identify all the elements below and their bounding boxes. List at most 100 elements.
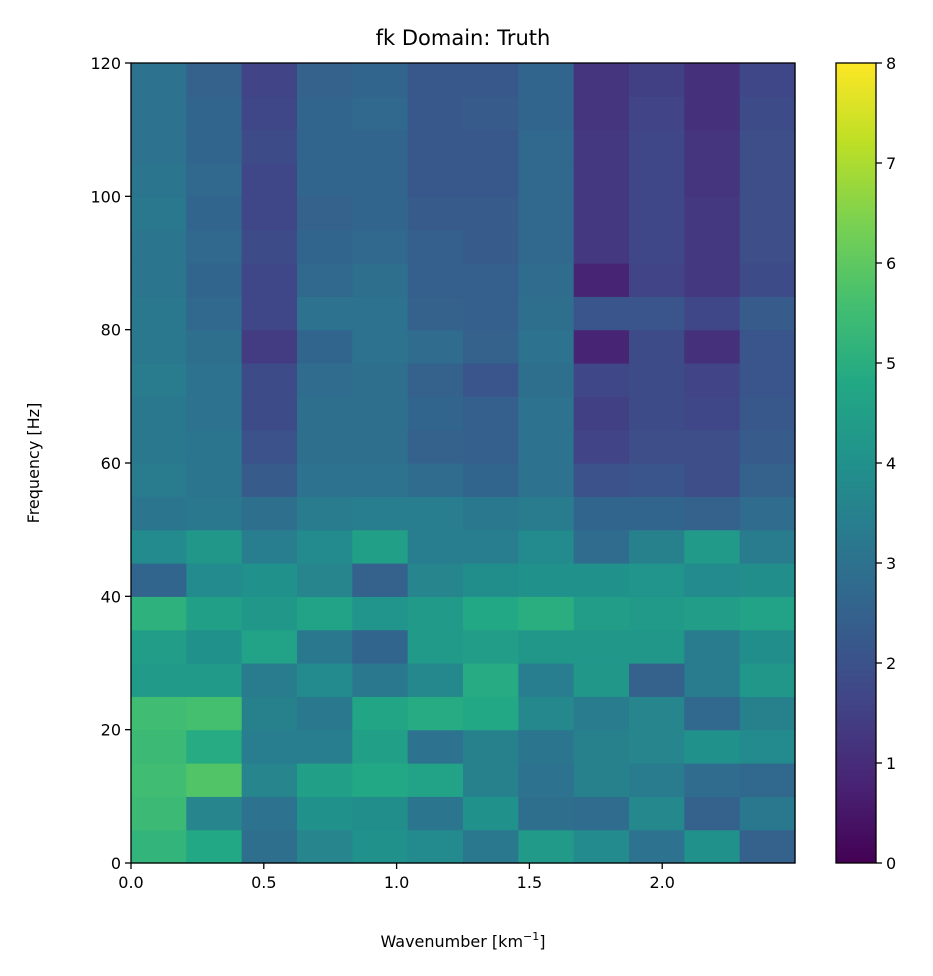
heatmap-cell bbox=[352, 729, 409, 764]
heatmap-cell bbox=[518, 596, 575, 631]
heatmap-cell bbox=[352, 263, 409, 297]
heatmap-cell bbox=[739, 629, 796, 664]
heatmap-cell bbox=[739, 263, 796, 297]
heatmap-cell bbox=[518, 363, 575, 397]
heatmap-cell bbox=[463, 129, 519, 164]
heatmap-cell bbox=[573, 229, 630, 264]
heatmap-cell bbox=[739, 696, 796, 731]
colorbar-tick-label: 4 bbox=[886, 454, 896, 473]
heatmap-cell bbox=[352, 196, 409, 231]
heatmap-cell bbox=[297, 729, 353, 764]
heatmap-cell bbox=[352, 829, 409, 864]
heatmap-cell bbox=[407, 63, 464, 97]
heatmap-cell bbox=[407, 529, 464, 564]
heatmap-cell bbox=[463, 296, 519, 331]
heatmap-cell bbox=[407, 429, 464, 464]
heatmap-cell bbox=[629, 463, 685, 497]
heatmap-cell bbox=[241, 163, 298, 197]
heatmap-cell bbox=[463, 663, 519, 697]
heatmap-cell bbox=[241, 729, 298, 764]
heatmap-cell bbox=[407, 229, 464, 264]
heatmap-cell bbox=[131, 363, 187, 397]
heatmap-cell bbox=[739, 163, 796, 197]
heatmap-cell bbox=[241, 263, 298, 297]
heatmap-cell bbox=[463, 329, 519, 364]
heatmap-cell bbox=[684, 529, 741, 564]
colorbar bbox=[835, 62, 877, 864]
heatmap-cell bbox=[297, 396, 353, 431]
heatmap-cell bbox=[518, 229, 575, 264]
heatmap-cell bbox=[684, 563, 741, 597]
heatmap-cell bbox=[186, 529, 243, 564]
heatmap-cell bbox=[186, 429, 243, 464]
heatmap-cell bbox=[407, 729, 464, 764]
heatmap-cell bbox=[186, 763, 243, 797]
heatmap-cell bbox=[739, 463, 796, 497]
y-axis-ticks: 0 20 40 60 80 100 120 bbox=[90, 54, 131, 873]
heatmap-cell bbox=[463, 396, 519, 431]
heatmap-cell bbox=[186, 263, 243, 297]
heatmap-cell bbox=[573, 696, 630, 731]
heatmap-cell bbox=[739, 529, 796, 564]
x-tick-label: 1.5 bbox=[517, 873, 542, 892]
y-axis-label: Frequency [Hz] bbox=[24, 403, 43, 524]
heatmap-cell bbox=[352, 696, 409, 731]
heatmap-cell bbox=[241, 196, 298, 231]
heatmap-cell bbox=[629, 829, 685, 864]
heatmap-cell bbox=[739, 396, 796, 431]
colorbar-tick-label: 3 bbox=[886, 554, 896, 573]
heatmap-cell bbox=[352, 796, 409, 831]
heatmap-cell bbox=[297, 629, 353, 664]
heatmap-cell bbox=[352, 763, 409, 797]
heatmap-cell bbox=[463, 263, 519, 297]
x-axis-label: Wavenumber [km−1] bbox=[380, 930, 545, 951]
heatmap-cell bbox=[518, 629, 575, 664]
colorbar-tick-label: 0 bbox=[886, 854, 896, 873]
heatmap-cell bbox=[629, 296, 685, 331]
heatmap-cell bbox=[352, 463, 409, 497]
heatmap-cell bbox=[131, 263, 187, 297]
colorbar-tick-label: 5 bbox=[886, 354, 896, 373]
heatmap-cell bbox=[186, 229, 243, 264]
colorbar-tick-label: 1 bbox=[886, 754, 896, 773]
heatmap-cell bbox=[518, 396, 575, 431]
heatmap-cell bbox=[241, 63, 298, 97]
heatmap-cell bbox=[352, 329, 409, 364]
heatmap-cell bbox=[739, 796, 796, 831]
heatmap-cell bbox=[352, 529, 409, 564]
heatmap-cell bbox=[629, 363, 685, 397]
heatmap-cell bbox=[186, 663, 243, 697]
heatmap-cell bbox=[131, 229, 187, 264]
heatmap-cell bbox=[131, 563, 187, 597]
heatmap-cell bbox=[407, 96, 464, 131]
heatmap-cell bbox=[352, 129, 409, 164]
heatmap-cell bbox=[573, 363, 630, 397]
heatmap-cell bbox=[518, 96, 575, 131]
heatmap-cell bbox=[407, 763, 464, 797]
heatmap-cell bbox=[297, 263, 353, 297]
heatmap-cell bbox=[629, 563, 685, 597]
heatmap-cell bbox=[573, 96, 630, 131]
heatmap-cell bbox=[352, 396, 409, 431]
heatmap-cell bbox=[739, 763, 796, 797]
heatmap-cell bbox=[407, 663, 464, 697]
heatmap-cell bbox=[518, 496, 575, 531]
heatmap-cell bbox=[629, 163, 685, 197]
heatmap-cell bbox=[186, 196, 243, 231]
heatmap-cell bbox=[463, 63, 519, 97]
heatmap-cell bbox=[241, 529, 298, 564]
heatmap-cell bbox=[131, 463, 187, 497]
heatmap-cell bbox=[352, 363, 409, 397]
heatmap-cell bbox=[739, 829, 796, 864]
heatmap-cell bbox=[629, 796, 685, 831]
heatmap-cell bbox=[186, 829, 243, 864]
heatmap-cell bbox=[131, 629, 187, 664]
heatmap-cell bbox=[463, 563, 519, 597]
heatmap-cell bbox=[131, 696, 187, 731]
heatmap-cell bbox=[739, 196, 796, 231]
heatmap-cell bbox=[684, 463, 741, 497]
heatmap-cell bbox=[131, 596, 187, 631]
heatmap-cell bbox=[518, 463, 575, 497]
heatmap-cell bbox=[739, 363, 796, 397]
heatmap-cell bbox=[241, 463, 298, 497]
